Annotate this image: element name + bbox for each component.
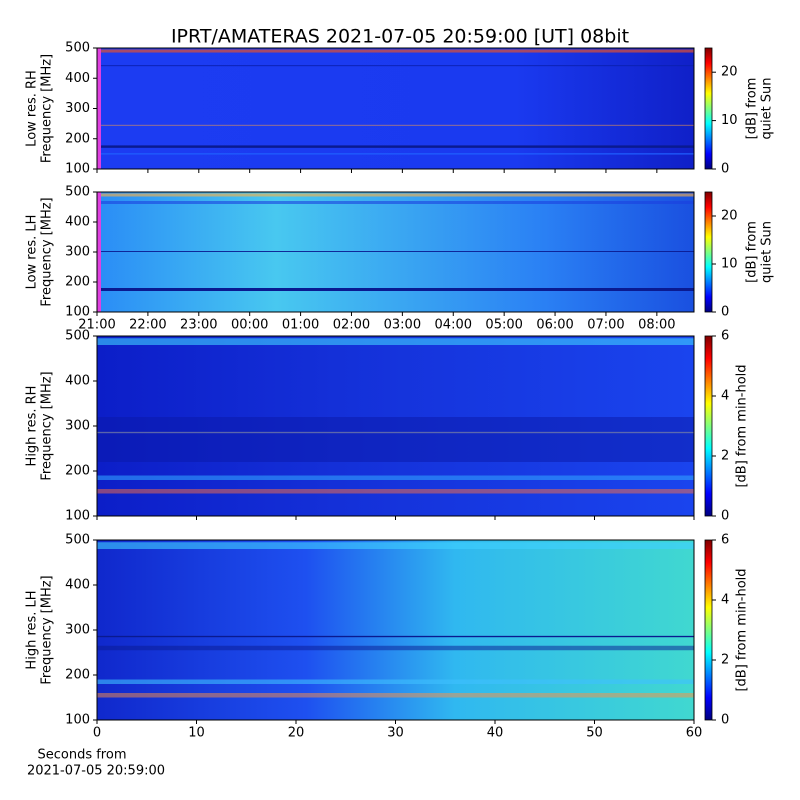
y-tick-label: 300 [65,623,90,638]
y-tick-label: 500 [65,329,90,344]
colorbar-label: [dB] from min-hold [735,568,750,691]
heatmap-feature [97,645,694,651]
heatmap-feature [97,635,694,638]
y-tick-label: 500 [65,533,90,548]
heatmap-feature [97,192,101,312]
y-tick-label: 200 [65,131,90,146]
heatmap-feature [97,338,694,345]
heatmap-feature [97,417,694,462]
colorbar-tick-label: 2 [721,653,729,668]
colorbar-tick-label: 4 [721,389,729,404]
colorbar [704,539,713,721]
heatmap-feature [97,475,694,480]
heatmap-feature [97,288,694,291]
colorbar-tick-label: 6 [721,329,729,344]
x-tick-label: 00:00 [231,318,268,333]
x-tick-label: 01:00 [282,318,319,333]
heatmap-image [97,540,694,720]
y-tick-label: 300 [65,419,90,434]
colorbar-label: [dB] from [745,78,760,140]
colorbar-label: quiet Sun [760,77,775,139]
y-axis-label: Low res. LH [25,215,40,290]
y-tick-label: 100 [65,162,90,177]
heatmap-feature [97,124,694,126]
heatmap-feature [97,489,694,494]
colorbar-tick-label: 0 [721,162,729,177]
colorbar [704,191,713,313]
heatmap-feature [97,693,694,698]
heatmap-feature [97,49,694,53]
x-tick-label: 02:00 [333,318,370,333]
x-axis-label: Seconds from [37,748,126,763]
colorbar [704,335,713,517]
y-tick-label: 400 [65,578,90,593]
y-axis-label: Low res. RH [25,70,40,147]
heatmap-feature [97,65,694,67]
x-tick-label: 06:00 [536,318,573,333]
heatmap-image [97,48,694,169]
y-axis-label: Frequency [MHz] [40,371,55,480]
colorbar-label: [dB] from [745,221,760,283]
x-tick-label: 0 [93,726,101,741]
x-tick-label: 23:00 [180,318,217,333]
y-tick-label: 100 [65,305,90,320]
y-axis-label: High res. RH [25,386,40,467]
x-axis-label: 2021-07-05 20:59:00 [27,764,165,779]
x-tick-label: 07:00 [587,318,624,333]
x-tick-label: 10 [188,726,205,741]
y-tick-label: 400 [65,71,90,86]
colorbar-tick-label: 10 [721,257,738,272]
y-tick-label: 300 [65,245,90,260]
x-tick-label: 05:00 [485,318,522,333]
x-tick-label: 30 [387,726,404,741]
colorbar-tick-label: 6 [721,533,729,548]
heatmap-feature [97,48,101,169]
colorbar-tick-label: 2 [721,449,729,464]
y-tick-label: 500 [65,185,90,200]
y-tick-label: 100 [65,509,90,524]
y-axis-label: Frequency [MHz] [40,575,55,684]
colorbar-tick-label: 0 [721,509,729,524]
x-tick-label: 50 [586,726,603,741]
colorbar-tick-label: 10 [721,113,738,128]
y-tick-label: 200 [65,275,90,290]
heatmap-feature [97,251,694,252]
heatmap-feature [97,153,694,155]
y-tick-label: 500 [65,41,90,56]
y-axis-label: Frequency [MHz] [40,54,55,163]
x-tick-label: 08:00 [638,318,675,333]
heatmap-feature [97,201,694,204]
y-axis-label: High res. LH [25,590,40,669]
x-tick-label: 60 [686,726,703,741]
x-tick-label: 21:00 [78,318,115,333]
colorbar-tick-label: 4 [721,593,729,608]
heatmap-feature [97,679,694,684]
heatmap-feature [97,145,694,148]
y-tick-label: 200 [65,668,90,683]
x-tick-label: 22:00 [129,318,166,333]
colorbar-tick-label: 20 [721,65,738,80]
y-tick-label: 300 [65,101,90,116]
chart-title: IPRT/AMATERAS 2021-07-05 20:59:00 [UT] 0… [171,26,629,48]
x-tick-label: 40 [487,726,504,741]
colorbar-tick-label: 0 [721,305,729,320]
heatmap-feature [97,193,694,197]
x-tick-label: 04:00 [435,318,472,333]
x-tick-label: 20 [288,726,305,741]
heatmap-feature [97,542,694,549]
y-axis-label: Frequency [MHz] [40,197,55,306]
y-tick-label: 400 [65,374,90,389]
colorbar-tick-label: 0 [721,713,729,728]
y-tick-label: 400 [65,215,90,230]
x-tick-label: 03:00 [384,318,421,333]
y-tick-label: 100 [65,713,90,728]
y-tick-label: 200 [65,464,90,479]
colorbar-label: [dB] from min-hold [735,364,750,487]
colorbar-tick-label: 20 [721,209,738,224]
colorbar [704,47,713,170]
colorbar-label: quiet Sun [760,221,775,283]
